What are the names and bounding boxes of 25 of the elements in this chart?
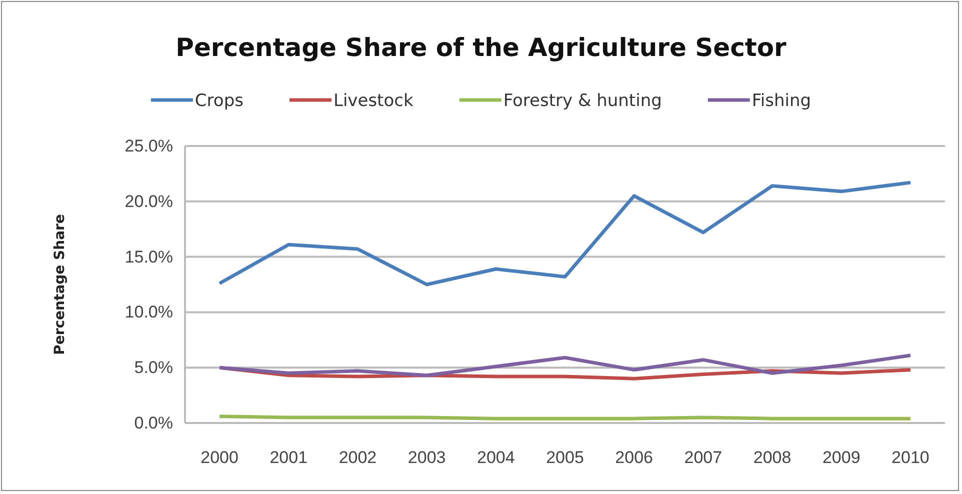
x-tick-label: 2006 [615,448,654,468]
x-tick-label: 2005 [546,448,584,468]
y-tick-label: 25.0% [124,136,173,156]
y-tick-label: 5.0% [134,358,173,378]
legend-label: Forestry & hunting [503,91,662,111]
legend-label: Livestock [333,91,414,111]
y-tick-label: 20.0% [124,192,173,211]
y-tick-label: 10.0% [124,302,173,322]
y-tick-label: 0.0% [134,413,173,432]
x-tick-label: 2004 [476,448,515,468]
x-tick-label: 2001 [270,448,308,468]
line-series [218,180,912,286]
x-tick-label: 2000 [200,448,238,468]
x-tick-label: 2007 [684,448,722,468]
legend-label: Fishing [752,91,812,111]
x-tick-label: 2003 [408,448,446,468]
chart-title: Percentage Share of the Agriculture Sector [176,33,788,62]
x-tick-label: 2010 [892,448,930,468]
x-tick-label: 2009 [822,448,860,468]
y-axis-title: Percentage Share [52,214,68,355]
x-tick-label: 2008 [753,448,792,468]
line-series [218,354,912,378]
y-tick-label: 15.0% [124,247,173,266]
x-tick-label: 2002 [338,448,377,468]
legend-label: Crops [194,91,244,111]
